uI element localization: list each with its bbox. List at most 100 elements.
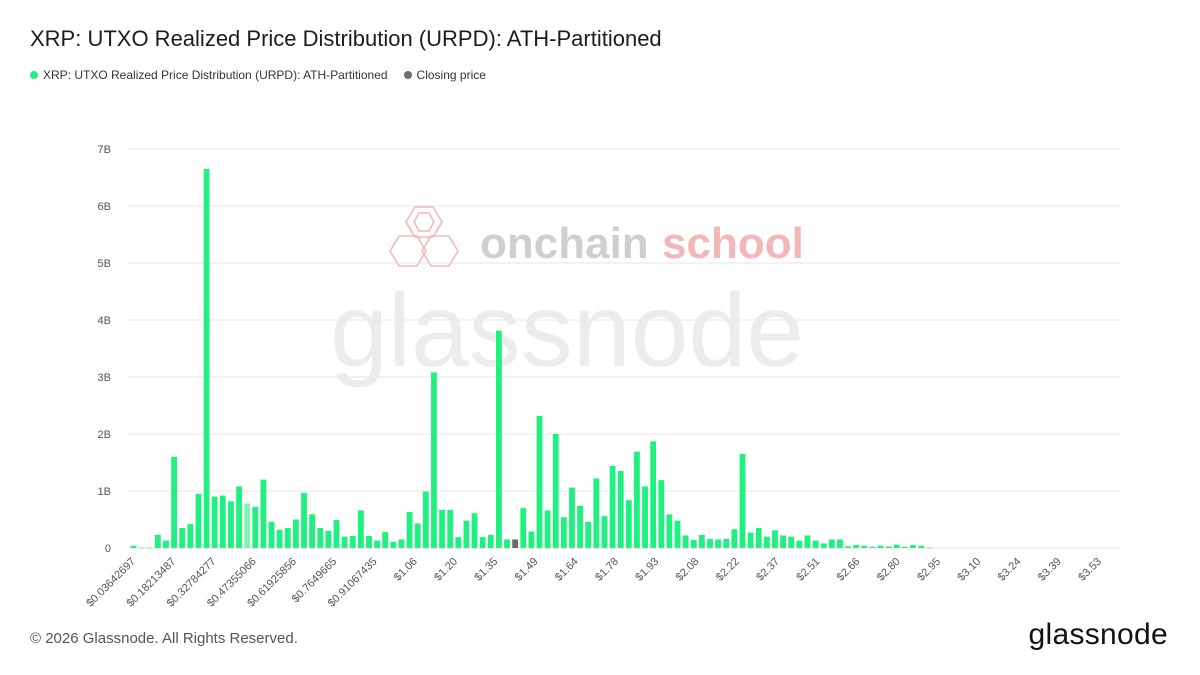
bar[interactable] bbox=[154, 534, 161, 548]
bar[interactable] bbox=[780, 535, 786, 548]
bar[interactable] bbox=[536, 415, 543, 548]
bar[interactable] bbox=[593, 478, 600, 548]
bar[interactable] bbox=[228, 501, 234, 548]
bar[interactable] bbox=[715, 539, 722, 548]
bar[interactable] bbox=[325, 530, 332, 548]
bar[interactable] bbox=[463, 520, 470, 548]
bar[interactable] bbox=[146, 547, 153, 549]
bar[interactable] bbox=[406, 512, 413, 548]
bar[interactable] bbox=[431, 372, 437, 548]
bar[interactable] bbox=[357, 510, 364, 548]
bar[interactable] bbox=[577, 505, 583, 548]
bar[interactable] bbox=[252, 506, 259, 548]
bar[interactable] bbox=[739, 453, 746, 548]
bar[interactable] bbox=[617, 471, 624, 548]
bar[interactable] bbox=[682, 535, 689, 548]
bar[interactable] bbox=[926, 547, 933, 549]
bar[interactable] bbox=[398, 539, 405, 548]
bar[interactable] bbox=[422, 491, 429, 548]
closing-price-bar[interactable] bbox=[512, 539, 519, 548]
bar[interactable] bbox=[309, 514, 316, 548]
bar[interactable] bbox=[333, 520, 340, 548]
bar[interactable] bbox=[382, 532, 389, 548]
bar[interactable] bbox=[219, 495, 226, 548]
bar[interactable] bbox=[163, 540, 169, 548]
bar[interactable] bbox=[804, 535, 811, 548]
bar[interactable] bbox=[447, 509, 454, 548]
bar[interactable] bbox=[820, 543, 827, 548]
bar[interactable] bbox=[260, 479, 267, 548]
bar[interactable] bbox=[471, 513, 478, 548]
glassnode-logo[interactable]: glassnode bbox=[1028, 618, 1168, 651]
bar[interactable] bbox=[179, 528, 186, 548]
bar[interactable] bbox=[666, 514, 673, 548]
bar[interactable] bbox=[366, 536, 372, 548]
bar[interactable] bbox=[893, 544, 900, 548]
bar[interactable] bbox=[349, 536, 356, 548]
bar[interactable] bbox=[268, 521, 275, 548]
bar[interactable] bbox=[244, 503, 251, 548]
legend-item-closing-price[interactable]: Closing price bbox=[403, 68, 486, 82]
bar[interactable] bbox=[520, 508, 527, 548]
bar[interactable] bbox=[130, 545, 137, 548]
bar[interactable] bbox=[796, 540, 803, 548]
bar[interactable] bbox=[877, 545, 884, 548]
bar[interactable] bbox=[544, 510, 551, 548]
bar[interactable] bbox=[763, 536, 770, 548]
bar[interactable] bbox=[528, 531, 535, 548]
legend-item-urpd[interactable]: XRP: UTXO Realized Price Distribution (U… bbox=[30, 68, 388, 82]
bar[interactable] bbox=[569, 487, 575, 548]
bar[interactable] bbox=[138, 547, 145, 549]
bar[interactable] bbox=[496, 330, 502, 548]
bar[interactable] bbox=[910, 545, 916, 548]
bar[interactable] bbox=[731, 529, 738, 548]
bar[interactable] bbox=[625, 500, 632, 548]
bar[interactable] bbox=[837, 539, 843, 548]
bar[interactable] bbox=[374, 540, 380, 548]
bar[interactable] bbox=[203, 168, 210, 548]
bar[interactable] bbox=[812, 540, 819, 548]
bar[interactable] bbox=[560, 517, 567, 548]
bar[interactable] bbox=[788, 536, 795, 548]
bar[interactable] bbox=[284, 528, 291, 548]
bar[interactable] bbox=[301, 492, 307, 548]
bar[interactable] bbox=[171, 456, 177, 548]
bar[interactable] bbox=[414, 523, 421, 548]
bar[interactable] bbox=[747, 532, 754, 548]
bar[interactable] bbox=[601, 516, 608, 548]
bar[interactable] bbox=[853, 545, 860, 548]
bar[interactable] bbox=[918, 545, 925, 548]
bar[interactable] bbox=[504, 539, 510, 548]
bar[interactable] bbox=[707, 538, 713, 548]
bar[interactable] bbox=[828, 539, 835, 548]
bar[interactable] bbox=[642, 486, 648, 548]
bar[interactable] bbox=[487, 534, 494, 548]
bar[interactable] bbox=[293, 519, 299, 549]
bar[interactable] bbox=[902, 546, 908, 548]
bar[interactable] bbox=[211, 496, 218, 548]
bar[interactable] bbox=[390, 541, 397, 548]
bar[interactable] bbox=[861, 545, 868, 548]
bar[interactable] bbox=[552, 434, 559, 548]
bar[interactable] bbox=[869, 546, 876, 548]
bar[interactable] bbox=[455, 537, 462, 548]
bar[interactable] bbox=[236, 486, 242, 548]
bar[interactable] bbox=[439, 509, 445, 548]
bar[interactable] bbox=[317, 528, 324, 548]
bar[interactable] bbox=[650, 441, 657, 548]
bar[interactable] bbox=[723, 538, 730, 548]
bar[interactable] bbox=[674, 520, 681, 548]
bar[interactable] bbox=[341, 536, 348, 548]
bar[interactable] bbox=[276, 529, 283, 548]
bar[interactable] bbox=[772, 530, 778, 548]
bar[interactable] bbox=[609, 465, 616, 548]
bar[interactable] bbox=[195, 493, 202, 548]
bar[interactable] bbox=[690, 540, 697, 548]
bar[interactable] bbox=[585, 521, 592, 548]
bar[interactable] bbox=[845, 546, 851, 548]
bar[interactable] bbox=[658, 480, 665, 548]
bar[interactable] bbox=[479, 537, 486, 548]
bar[interactable] bbox=[634, 451, 640, 548]
bar[interactable] bbox=[187, 524, 194, 548]
bar[interactable] bbox=[755, 528, 762, 548]
